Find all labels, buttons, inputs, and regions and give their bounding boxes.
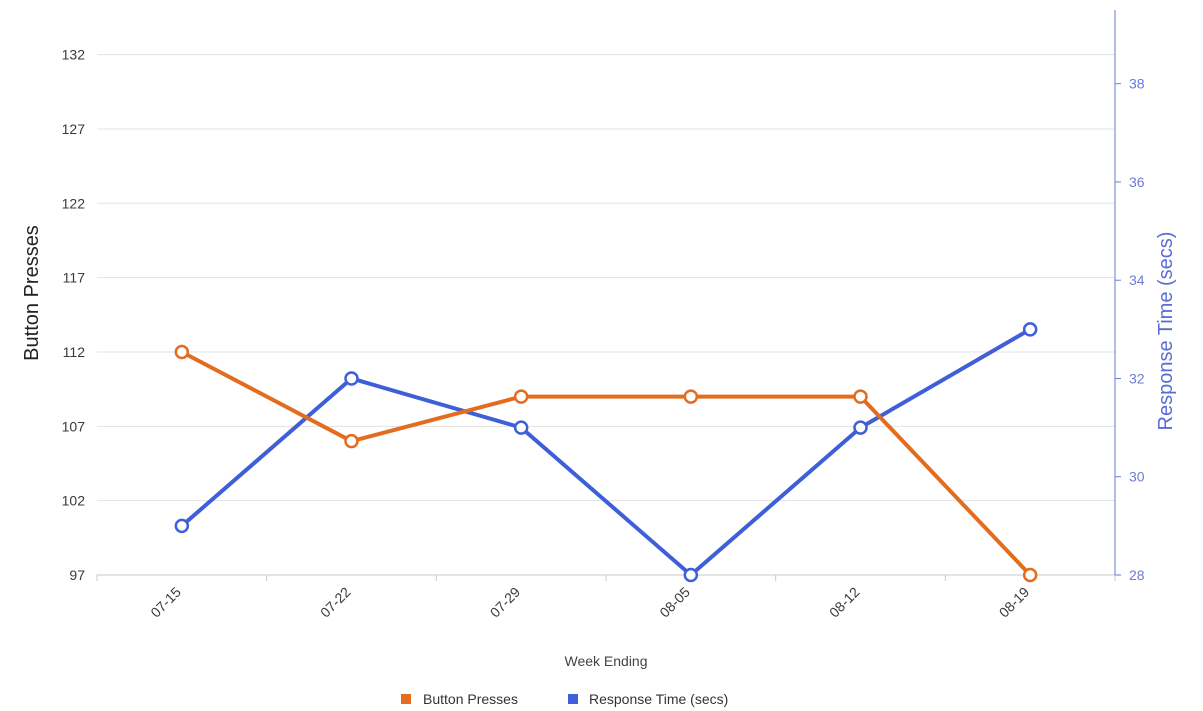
- data-point-response-time: [174, 518, 190, 534]
- x-tick-label: 07-29: [487, 584, 524, 621]
- right-tick-label: 32: [1129, 370, 1145, 386]
- left-axis-ticks: 97 102 107 112 117 122 127 132: [62, 47, 86, 583]
- legend-label-button-presses: Button Presses: [423, 691, 518, 707]
- right-tick-label: 36: [1129, 174, 1145, 190]
- series-line-button-presses: [179, 349, 1033, 577]
- data-point-button-presses: [1022, 567, 1038, 583]
- x-axis-title: Week Ending: [564, 653, 647, 669]
- right-tick-label: 30: [1129, 469, 1145, 485]
- data-point-button-presses: [513, 389, 529, 404]
- data-point-response-time: [513, 420, 529, 435]
- x-tick-label: 07-22: [317, 584, 354, 621]
- left-tick-label: 127: [62, 121, 86, 137]
- data-point-response-time: [1022, 322, 1038, 337]
- left-tick-label: 107: [62, 418, 86, 434]
- data-point-button-presses: [853, 389, 868, 404]
- right-tick-label: 38: [1129, 76, 1145, 92]
- legend-swatch-button-presses: [401, 694, 411, 704]
- legend-label-response-time: Response Time (secs): [589, 691, 728, 707]
- data-point-response-time: [683, 567, 699, 583]
- legend-swatch-response-time: [568, 694, 578, 704]
- left-tick-label: 97: [69, 567, 85, 583]
- series-layer: [174, 322, 1038, 583]
- right-axis-title: Response Time (secs): [1155, 232, 1177, 431]
- right-tick-label: 34: [1129, 272, 1145, 288]
- gridlines: [96, 54, 1116, 581]
- x-tick-label: 07-15: [147, 584, 184, 621]
- data-point-button-presses: [683, 389, 699, 404]
- x-tick-label: 08-19: [996, 584, 1033, 621]
- left-tick-label: 122: [62, 195, 86, 211]
- x-tick-label: 08-05: [656, 584, 693, 621]
- x-tick-label: 08-12: [826, 584, 863, 621]
- left-axis-title: Button Presses: [21, 225, 43, 361]
- legend: Button Presses Response Time (secs): [401, 691, 728, 707]
- right-tick-label: 28: [1129, 567, 1145, 583]
- left-tick-label: 132: [62, 47, 86, 63]
- data-point-response-time: [853, 420, 868, 435]
- left-tick-label: 112: [63, 344, 86, 360]
- data-point-response-time: [344, 371, 359, 386]
- x-axis-ticks: 07-15 07-22 07-29 08-05 08-12 08-19: [147, 584, 1032, 621]
- left-tick-label: 102: [62, 493, 86, 509]
- right-axis-ticks: 28 30 32 34 36 38: [1115, 76, 1145, 583]
- data-point-button-presses: [344, 433, 359, 449]
- data-point-button-presses: [174, 344, 190, 360]
- left-tick-label: 117: [63, 270, 86, 286]
- series-line-response-time: [179, 327, 1033, 577]
